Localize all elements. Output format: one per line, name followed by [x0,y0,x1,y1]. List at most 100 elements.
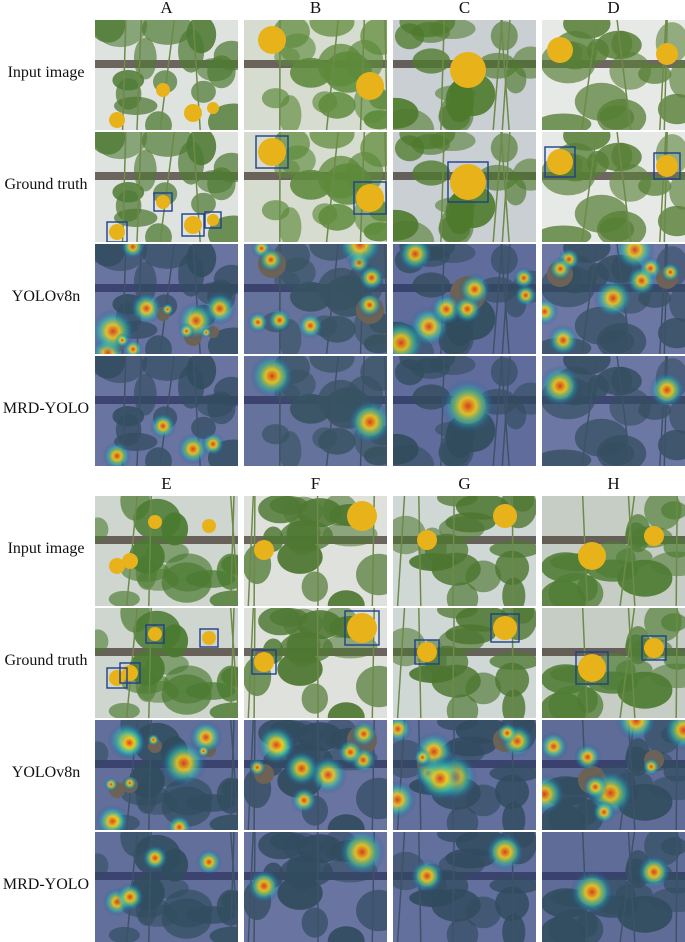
melon-fruit [644,526,664,546]
melon-fruit [156,83,170,97]
heatmap-activation [267,308,292,333]
row-label: Ground truth [0,176,92,194]
input-image [95,20,238,130]
heatmap-activation [570,870,614,914]
melon-fruit [207,102,219,114]
melon-fruit [202,631,216,645]
mrd-yolo-heatmap [95,832,238,942]
melon-fruit [254,540,274,560]
heatmap-activation [197,745,210,758]
heatmap-activation [104,777,118,791]
heatmap-activation [115,333,129,347]
melon-fruit [207,214,219,226]
heatmap-activation [161,303,174,316]
column-label: F [244,474,387,494]
melon-fruit [450,164,486,200]
heatmap-activation [130,292,162,324]
melon-fruit [656,43,678,65]
column-label: G [393,474,536,494]
heatmap-activation [549,257,572,280]
melon-fruit [578,542,606,570]
heatmap-activation [248,758,266,776]
heatmap-activation [147,734,160,747]
melon-fruit [148,627,162,641]
heatmap-activation [642,758,660,776]
melon-fruit [184,104,202,122]
heatmap-activation [592,801,615,824]
heatmap-activation [637,855,671,889]
column-label: C [393,0,536,18]
row-label: Input image [0,64,92,82]
ground-truth-image [95,608,238,718]
row-label: YOLOv8n [0,288,92,306]
melon-fruit [184,216,202,234]
melon-fruit [493,616,517,640]
heatmap-activation [496,722,518,744]
melon-fruit [122,553,138,569]
input-image [95,496,238,606]
melon-fruit [356,72,384,100]
heatmap-activation [257,725,297,765]
heatmap-activation [414,748,432,766]
mrd-yolo-heatmap [542,832,685,942]
melon-fruit [254,652,274,672]
heatmap-activation [574,743,602,771]
heatmap-activation [513,267,535,289]
melon-fruit [156,195,170,209]
column-label: A [95,0,238,18]
heatmap-activation [123,776,137,790]
input-image [393,496,536,606]
heatmap-activation [247,869,281,903]
heatmap-activation [247,312,268,333]
heatmap-activation [357,292,382,317]
heatmap-activation [441,379,496,434]
heatmap-activation [258,247,283,272]
mrd-yolo-heatmap [244,832,387,942]
yolov8n-heatmap [542,244,685,354]
yolov8n-heatmap [542,720,685,830]
mrd-yolo-heatmap [393,356,536,466]
melon-fruit [656,155,678,177]
heatmap-activation [350,720,377,747]
yolov8n-heatmap [393,720,536,830]
melon-fruit [644,638,664,658]
melon-fruit [258,138,286,166]
heatmap-activation [458,273,490,305]
ground-truth-image [95,132,238,242]
heatmap-activation [661,262,681,282]
mrd-yolo-heatmap [393,832,536,942]
input-image [393,20,536,130]
mrd-yolo-heatmap [244,356,387,466]
column-label: B [244,0,387,18]
melon-fruit [356,184,384,212]
heatmap-activation [201,327,212,338]
heatmap-activation [358,265,385,292]
heatmap-activation [178,323,194,339]
yolov8n-heatmap [393,244,536,354]
melon-fruit [148,515,162,529]
column-label: D [542,0,685,18]
heatmap-activation [485,832,524,871]
row-label: Input image [0,540,92,558]
melon-fruit [109,224,125,240]
yolov8n-heatmap [95,720,238,830]
input-image [244,496,387,606]
input-image [542,20,685,130]
yolov8n-heatmap [95,244,238,354]
heatmap-activation [196,849,222,875]
column-label: E [95,474,238,494]
ground-truth-image [393,132,536,242]
row-label: MRD-YOLO [0,876,92,894]
mrd-yolo-heatmap [542,356,685,466]
ground-truth-image [244,132,387,242]
heatmap-activation [297,313,323,339]
heatmap-activation [583,774,608,799]
melon-fruit [547,37,573,63]
melon-fruit [109,112,125,128]
ground-truth-image [542,132,685,242]
column-label: H [542,474,685,494]
row-label: YOLOv8n [0,764,92,782]
heatmap-activation [150,413,176,439]
melon-fruit [493,504,517,528]
melon-fruit [450,52,486,88]
